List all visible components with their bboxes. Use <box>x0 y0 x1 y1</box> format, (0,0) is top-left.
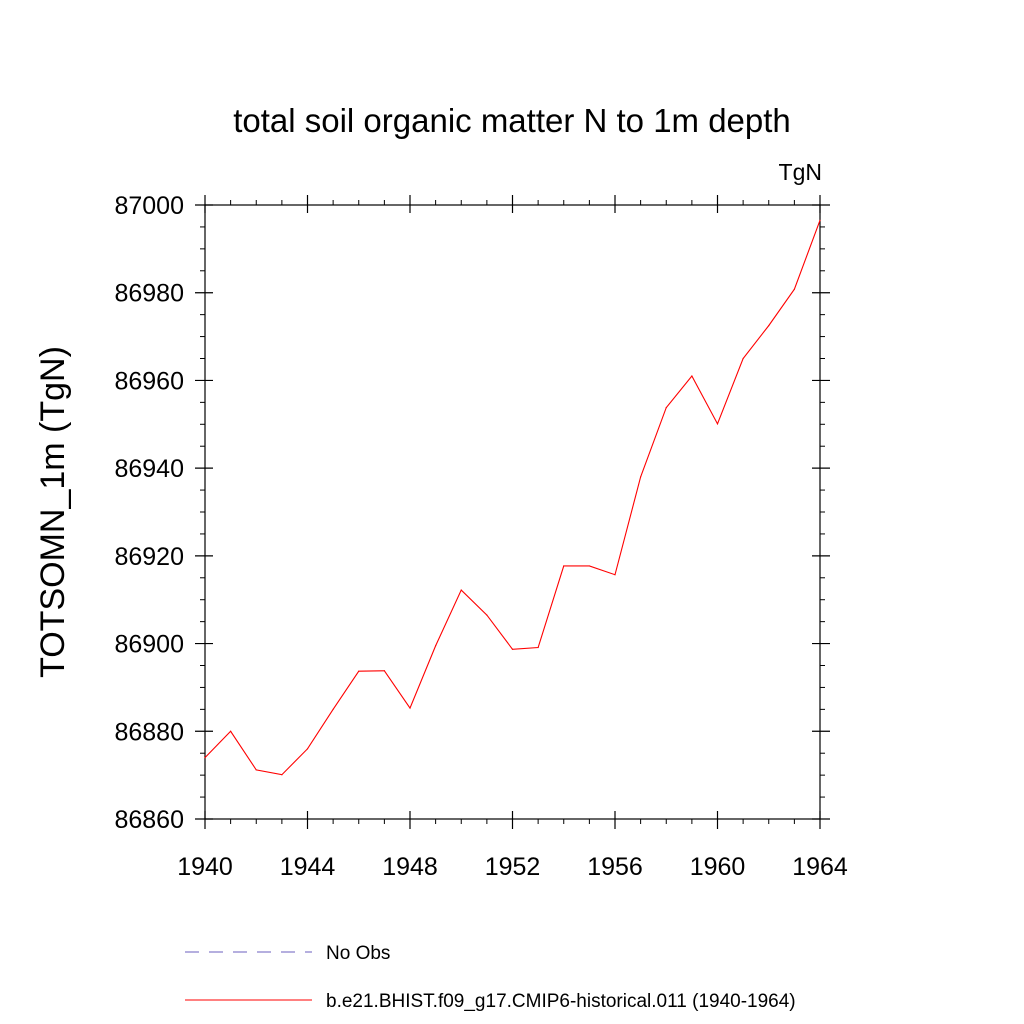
plot-frame <box>204 204 821 820</box>
x-tick-label: 1944 <box>280 853 336 881</box>
y-tick-label: 86940 <box>114 455 184 483</box>
data-point <box>819 219 821 221</box>
data-point <box>306 748 309 750</box>
data-point <box>332 708 334 710</box>
plot-area: 1940 1944 1948 1952 1956 1960 1964 86860 86880 86… <box>114 192 847 881</box>
y-tick-label: 86900 <box>114 631 184 659</box>
data-point <box>716 423 719 425</box>
data-point <box>640 476 642 478</box>
x-tick-label: 1948 <box>382 853 438 881</box>
data-point <box>665 407 667 409</box>
y-tick-label: 87000 <box>114 192 184 220</box>
data-point <box>486 614 488 616</box>
legend-label-0: No Obs <box>326 943 390 964</box>
data-point <box>793 288 795 290</box>
x-tick-label: 1940 <box>177 853 233 881</box>
data-point <box>230 730 232 732</box>
data-point <box>383 670 385 672</box>
y-tick-label: 86980 <box>114 280 184 308</box>
data-point <box>511 648 514 650</box>
legend: No Obs b.e21.BHIST.f09_g17.CMIP6-historic… <box>185 943 796 1012</box>
x-tick-label: 1952 <box>485 853 541 881</box>
x-tick-label: 1956 <box>587 853 643 881</box>
y-tick-label: 86920 <box>114 543 184 571</box>
y-tick-label: 86880 <box>114 718 184 746</box>
data-point <box>537 646 539 649</box>
data-point <box>409 707 411 709</box>
data-point <box>204 757 206 759</box>
data-point <box>358 670 360 672</box>
data-point <box>614 574 616 576</box>
x-tick-label: 1964 <box>792 853 848 881</box>
data-point <box>460 589 462 591</box>
data-point <box>435 645 437 647</box>
data-point <box>742 357 744 360</box>
data-point <box>768 325 770 327</box>
data-point <box>255 769 257 771</box>
data-point <box>691 375 693 377</box>
x-tick-label: 1960 <box>690 853 746 881</box>
data-point <box>563 565 565 567</box>
units-label: TgN <box>779 159 822 185</box>
data-point <box>281 774 283 776</box>
series-line-1 <box>204 220 821 776</box>
chart-title: total soil organic matter N to 1m depth <box>233 102 791 139</box>
legend-label-1: b.e21.BHIST.f09_g17.CMIP6-historical.011… <box>326 991 796 1012</box>
data-point <box>588 565 590 567</box>
y-axis-label: TOTSOMN_1m (TgN) <box>34 346 72 678</box>
y-tick-label: 86960 <box>114 367 184 395</box>
y-tick-label: 86860 <box>114 806 184 834</box>
